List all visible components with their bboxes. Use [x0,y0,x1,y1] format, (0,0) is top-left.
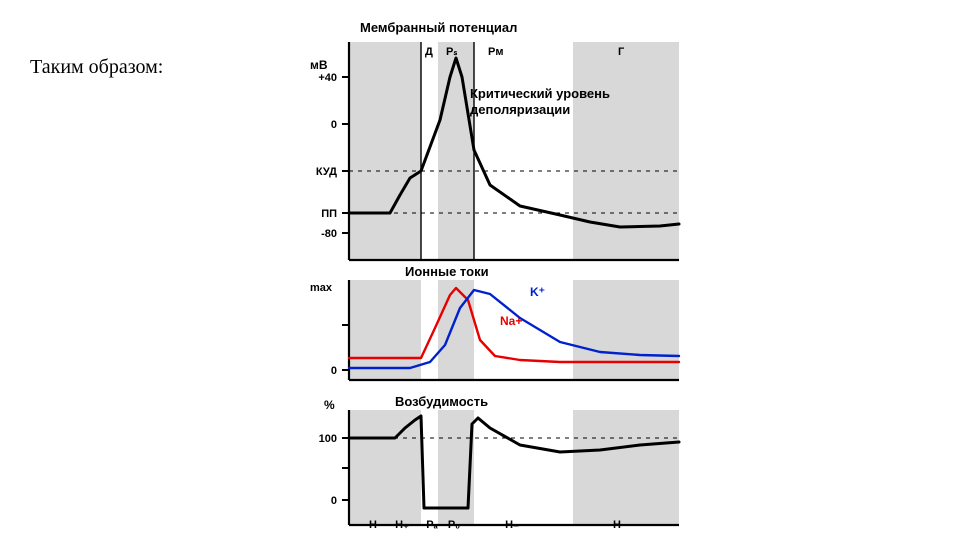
panel3-pct-label: % [324,398,335,412]
svg-text:Рᴍ: Рᴍ [488,46,503,58]
crit-annotation-1: Критический уровень [470,86,610,101]
svg-text:Н: Н [369,519,377,531]
svg-text:100: 100 [319,433,337,445]
svg-text:+40: +40 [318,72,337,84]
svg-text:-80: -80 [321,228,337,240]
svg-text:K⁺: K⁺ [530,285,545,299]
svg-text:ПП: ПП [321,208,337,220]
svg-text:Н₊: Н₊ [395,519,409,531]
svg-text:Д: Д [425,46,433,58]
svg-text:Н₋: Н₋ [505,519,519,531]
panel3-title: Возбудимость [395,394,488,409]
panel1-unit-label: мВ [310,58,328,72]
panel2-max-label: max [310,282,332,294]
svg-text:0: 0 [331,365,337,377]
svg-text:Рₐ: Рₐ [426,519,438,531]
svg-text:Н: Н [613,519,621,531]
svg-text:Р₀: Р₀ [448,519,460,531]
svg-text:КУД: КУД [316,166,337,178]
svg-text:Г: Г [618,46,625,58]
figure-wrap: { "lead_text": "Таким образом:", "lead_f… [0,0,960,540]
panel2-title: Ионные токи [405,264,489,279]
panel1-title: Мембранный потенциал [360,20,517,35]
crit-annotation-2: деполяризации [470,102,570,117]
svg-text:Рₛ: Рₛ [446,46,457,58]
svg-text:0: 0 [331,119,337,131]
svg-text:0: 0 [331,495,337,507]
